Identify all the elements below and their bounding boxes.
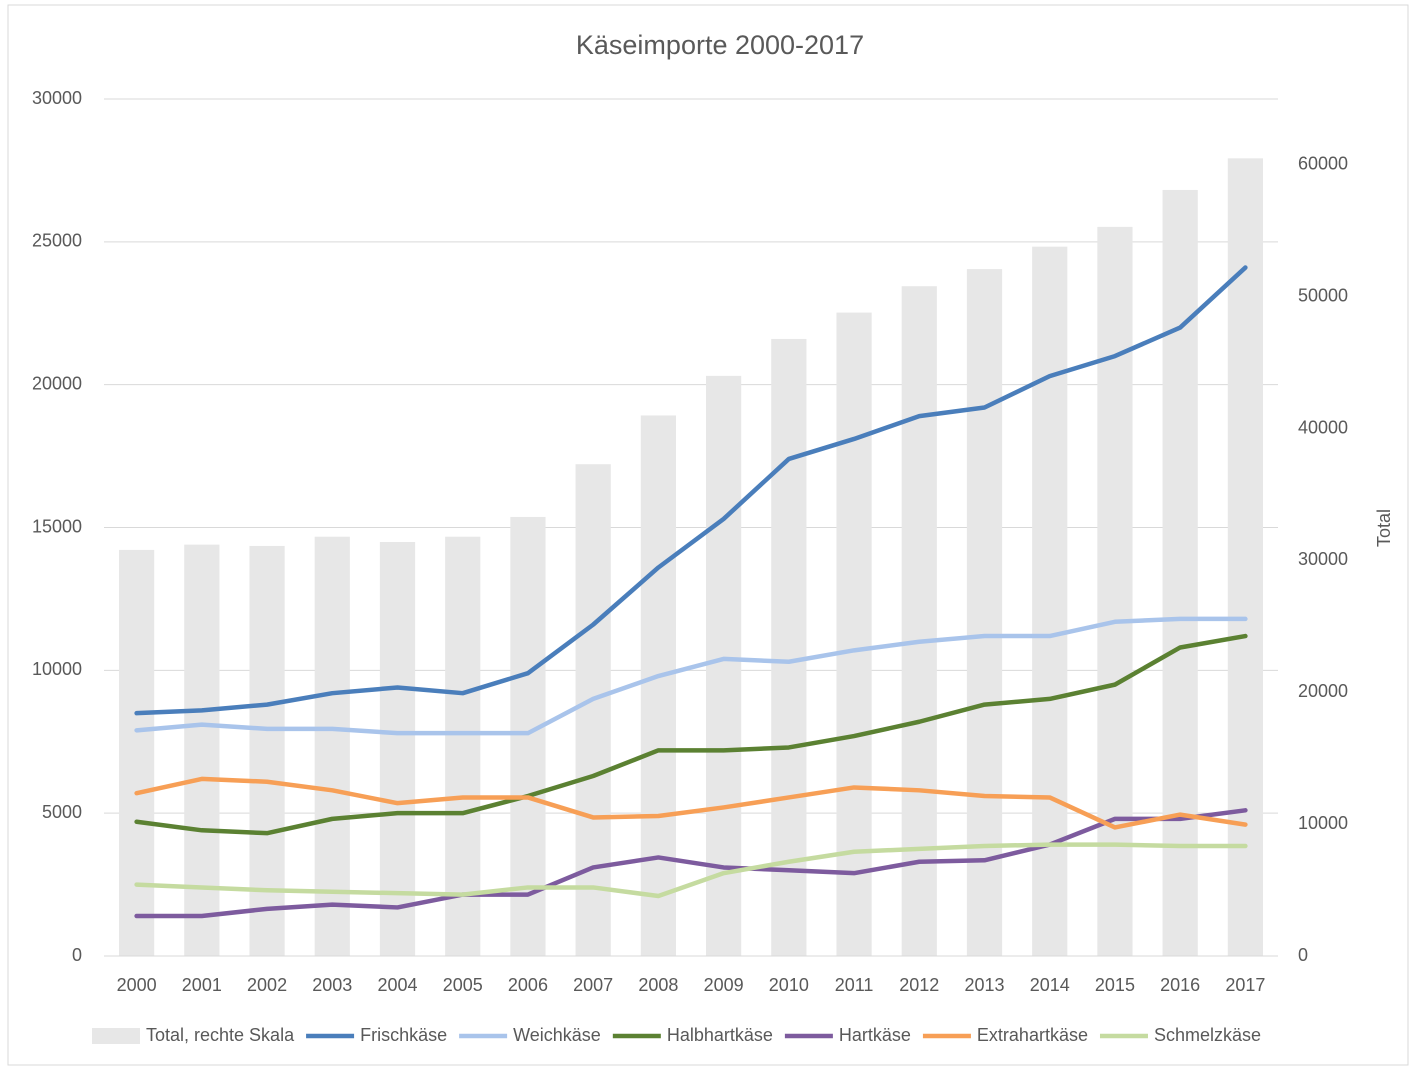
x-tick-label: 2007 (573, 975, 613, 995)
legend-label: Halbhartkäse (667, 1025, 773, 1045)
legend-label: Schmelzkäse (1154, 1025, 1261, 1045)
y-tick-label: 5000 (42, 802, 82, 822)
legend-label: Total, rechte Skala (146, 1025, 295, 1045)
x-tick-label: 2014 (1030, 975, 1070, 995)
line-series (134, 808, 1248, 919)
x-tick-label: 2009 (704, 975, 744, 995)
legend-label: Extrahartkäse (977, 1025, 1088, 1045)
chart-title: Käseimporte 2000-2017 (576, 30, 864, 60)
x-tick-label: 2015 (1095, 975, 1135, 995)
y-tick-label: 25000 (32, 231, 82, 251)
y2-axis-label: Total (1374, 509, 1394, 547)
y-tick-label: 0 (72, 945, 82, 965)
bar (901, 286, 937, 956)
bar (314, 536, 350, 956)
x-tick-label: 2013 (964, 975, 1004, 995)
bar (836, 312, 872, 956)
bar (445, 536, 481, 956)
x-tick-label: 2006 (508, 975, 548, 995)
line-series (134, 842, 1248, 899)
bar (706, 375, 742, 956)
bar (510, 516, 546, 956)
x-tick-label: 2017 (1225, 975, 1265, 995)
bar (575, 464, 611, 956)
legend-swatch (92, 1028, 140, 1044)
y2-tick-label: 60000 (1298, 154, 1348, 174)
y2-tick-label: 10000 (1298, 813, 1348, 833)
line-series (134, 633, 1248, 836)
legend-label: Hartkäse (839, 1025, 911, 1045)
bar (249, 545, 285, 956)
line-series (134, 265, 1248, 716)
bar (966, 269, 1003, 956)
bar (379, 542, 416, 956)
x-tick-label: 2010 (769, 975, 809, 995)
x-tick-label: 2000 (117, 975, 157, 995)
y-tick-label: 30000 (32, 88, 82, 108)
line-series (134, 616, 1248, 736)
x-tick-label: 2008 (638, 975, 678, 995)
y2-tick-label: 20000 (1298, 681, 1348, 701)
x-tick-label: 2001 (182, 975, 222, 995)
bar (184, 544, 220, 956)
x-tick-label: 2012 (899, 975, 939, 995)
x-tick-label: 2002 (247, 975, 287, 995)
y2-tick-label: 40000 (1298, 417, 1348, 437)
y2-tick-label: 0 (1298, 945, 1308, 965)
bar (1162, 189, 1198, 956)
bar (1097, 226, 1133, 957)
x-tick-label: 2005 (443, 975, 483, 995)
bar (771, 338, 807, 957)
line-series (134, 776, 1248, 830)
bar (119, 549, 155, 956)
y2-tick-label: 50000 (1298, 286, 1348, 306)
y-tick-label: 15000 (32, 516, 82, 536)
legend-label: Frischkäse (360, 1025, 447, 1045)
x-tick-label: 2016 (1160, 975, 1200, 995)
y-tick-label: 10000 (32, 659, 82, 679)
bar (640, 415, 676, 956)
x-tick-label: 2011 (835, 975, 874, 995)
y-tick-label: 20000 (32, 373, 82, 393)
legend-label: Weichkäse (513, 1025, 601, 1045)
y2-tick-label: 30000 (1298, 549, 1348, 569)
x-tick-label: 2003 (312, 975, 352, 995)
x-tick-label: 2004 (377, 975, 417, 995)
